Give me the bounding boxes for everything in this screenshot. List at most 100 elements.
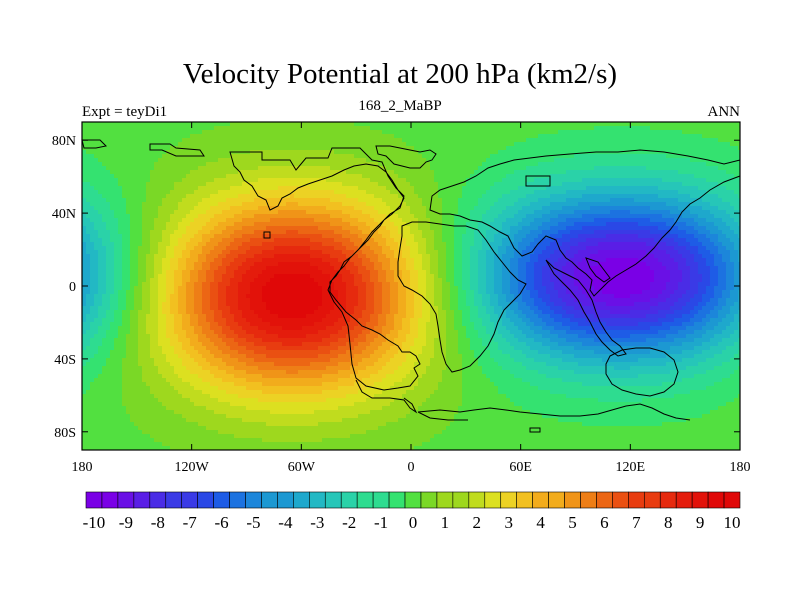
field-cell [314,150,319,155]
field-cell [150,218,155,223]
field-cell [670,174,675,179]
field-cell [578,194,583,199]
field-cell [158,206,163,211]
field-cell [146,238,151,243]
field-cell [310,150,315,155]
field-cell [502,186,507,191]
field-cell [566,154,571,159]
field-cell [690,214,695,219]
field-cell [194,162,199,167]
field-cell [410,126,415,131]
field-cell [106,150,111,155]
field-cell [374,174,379,179]
field-cell [450,234,455,239]
field-cell [654,130,659,135]
field-cell [482,186,487,191]
field-cell [386,130,391,135]
field-cell [690,198,695,203]
field-cell [294,218,299,223]
field-cell [578,166,583,171]
field-cell [338,222,343,227]
field-cell [158,134,163,139]
field-cell [634,186,639,191]
field-cell [82,178,87,183]
field-cell [350,230,355,235]
field-cell [498,206,503,211]
field-cell [562,214,567,219]
field-cell [586,178,591,183]
field-cell [666,194,671,199]
field-cell [198,234,203,239]
field-cell [174,226,179,231]
field-cell [466,166,471,171]
field-cell [462,214,467,219]
field-cell [462,134,467,139]
field-cell [174,178,179,183]
field-cell [182,150,187,155]
field-cell [370,130,375,135]
field-cell [238,226,243,231]
field-cell [110,178,115,183]
field-cell [658,206,663,211]
field-cell [286,154,291,159]
field-cell [166,138,171,143]
field-cell [258,210,263,215]
field-cell [650,134,655,139]
field-cell [334,154,339,159]
field-cell [634,206,639,211]
field-cell [594,158,599,163]
field-cell [318,142,323,147]
field-cell [518,146,523,151]
field-cell [630,146,635,151]
field-cell [630,186,635,191]
field-cell [574,138,579,143]
field-cell [386,198,391,203]
field-cell [318,130,323,135]
field-cell [738,218,741,223]
field-cell [614,170,619,175]
field-cell [466,186,471,191]
field-cell [450,222,455,227]
field-cell [702,150,707,155]
field-cell [306,218,311,223]
field-cell [126,178,131,183]
field-cell [654,122,659,127]
field-cell [90,218,95,223]
field-cell [650,146,655,151]
field-cell [442,202,447,207]
field-cell [490,126,495,131]
field-cell [350,202,355,207]
field-cell [286,214,291,219]
field-cell [710,214,715,219]
field-cell [462,206,467,211]
field-cell [694,190,699,195]
field-cell [178,150,183,155]
field-cell [314,238,319,243]
field-cell [530,206,535,211]
field-cell [622,226,627,231]
field-cell [702,202,707,207]
field-cell [682,134,687,139]
field-cell [470,186,475,191]
field-cell [298,158,303,163]
field-cell [330,154,335,159]
field-cell [710,222,715,227]
field-cell [354,134,359,139]
field-cell [714,174,719,179]
field-cell [530,222,535,227]
field-cell [90,174,95,179]
field-cell [514,198,519,203]
field-cell [190,158,195,163]
field-cell [538,230,543,235]
field-cell [310,158,315,163]
field-cell [146,186,151,191]
field-cell [86,218,91,223]
field-cell [410,122,415,127]
field-cell [582,182,587,187]
field-cell [582,186,587,191]
field-cell [490,230,495,235]
field-cell [146,242,151,247]
field-cell [542,186,547,191]
field-cell [438,162,443,167]
field-cell [526,190,531,195]
